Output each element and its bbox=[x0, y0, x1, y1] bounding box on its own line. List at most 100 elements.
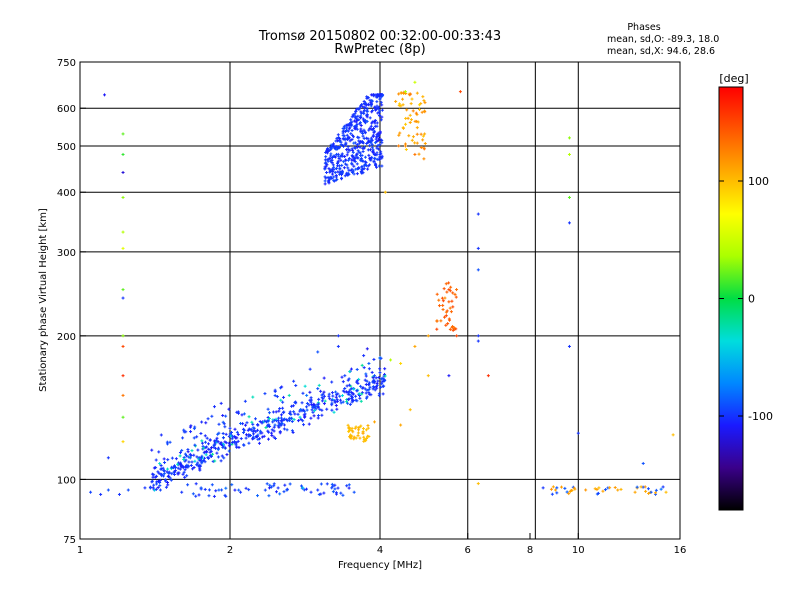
data-point-1085 bbox=[348, 388, 352, 392]
data-point-162-v bbox=[374, 129, 376, 133]
data-point-1200 bbox=[371, 379, 375, 383]
data-point-350-v bbox=[347, 173, 349, 177]
data-point-375-v bbox=[375, 137, 377, 141]
data-point-596-v bbox=[349, 402, 351, 406]
data-point-1232 bbox=[354, 425, 358, 429]
data-point-1305 bbox=[233, 488, 237, 492]
data-point-162 bbox=[373, 129, 377, 133]
data-point-1184-v bbox=[210, 446, 212, 450]
data-point-458 bbox=[374, 95, 378, 99]
data-point-804-v bbox=[203, 451, 205, 455]
data-point-1332-v bbox=[268, 494, 270, 498]
data-point-738 bbox=[372, 385, 376, 389]
data-point-577 bbox=[419, 146, 423, 150]
data-point-1266-v bbox=[452, 291, 454, 295]
data-point-1084 bbox=[256, 423, 260, 427]
data-point-303 bbox=[331, 163, 335, 167]
data-point-1242-v bbox=[353, 437, 355, 441]
data-point-213-v bbox=[371, 110, 373, 114]
data-point-819-v bbox=[156, 482, 158, 486]
data-point-373 bbox=[369, 138, 373, 142]
data-point-25-v bbox=[356, 127, 358, 131]
data-point-1107-v bbox=[222, 436, 224, 440]
data-point-514-v bbox=[339, 139, 341, 143]
data-point-501 bbox=[329, 152, 333, 156]
data-point-283-v bbox=[372, 133, 374, 137]
y-tick-label-6: 600 bbox=[57, 104, 76, 115]
data-point-1377 bbox=[584, 488, 588, 492]
data-point-1021-v bbox=[374, 388, 376, 392]
data-point-1116 bbox=[316, 405, 320, 409]
data-point-710 bbox=[206, 456, 210, 460]
data-point-747 bbox=[174, 457, 178, 461]
data-point-462-v bbox=[361, 167, 363, 171]
data-point-1389 bbox=[641, 485, 645, 489]
data-point-85 bbox=[356, 149, 360, 153]
data-point-1359 bbox=[274, 490, 278, 494]
data-point-730 bbox=[197, 458, 201, 462]
data-point-82 bbox=[345, 137, 349, 141]
data-point-1360-v bbox=[644, 485, 646, 489]
data-point-1195 bbox=[354, 394, 358, 398]
data-point-1135-v bbox=[172, 466, 174, 470]
data-point-540-v bbox=[422, 95, 424, 99]
data-point-339 bbox=[353, 146, 357, 150]
data-point-1367-v bbox=[569, 490, 571, 494]
data-point-1194-v bbox=[372, 380, 374, 384]
data-point-511-v bbox=[351, 115, 353, 119]
data-point-833-v bbox=[188, 460, 190, 464]
data-point-935-v bbox=[183, 430, 185, 434]
data-point-1165-v bbox=[152, 486, 154, 490]
data-point-968 bbox=[347, 390, 351, 394]
data-point-356-v bbox=[360, 140, 362, 144]
data-point-901-v bbox=[365, 391, 367, 395]
data-point-920 bbox=[260, 431, 264, 435]
data-point-457 bbox=[380, 155, 384, 159]
data-point-1190 bbox=[381, 376, 385, 380]
data-point-672 bbox=[310, 403, 314, 407]
data-point-994-v bbox=[349, 370, 351, 374]
data-point-1274 bbox=[444, 323, 448, 327]
data-point-126-v bbox=[369, 163, 371, 167]
data-point-141-v bbox=[339, 172, 341, 176]
data-point-788-v bbox=[359, 396, 361, 400]
data-point-752 bbox=[351, 392, 355, 396]
data-point-670 bbox=[266, 415, 270, 419]
data-point-86-v bbox=[349, 125, 351, 129]
data-point-255 bbox=[336, 159, 340, 163]
data-point-567 bbox=[407, 92, 411, 96]
data-point-1354 bbox=[276, 486, 280, 490]
data-point-575 bbox=[399, 91, 403, 95]
data-point-891 bbox=[358, 394, 362, 398]
data-point-379 bbox=[344, 129, 348, 133]
data-point-304-v bbox=[375, 135, 377, 139]
data-point-898 bbox=[298, 408, 302, 412]
data-point-1328-v bbox=[208, 488, 210, 492]
data-point-442 bbox=[375, 124, 379, 128]
data-point-768 bbox=[189, 430, 193, 434]
data-point-408-v bbox=[330, 147, 332, 151]
data-point-1136 bbox=[379, 356, 383, 360]
data-point-889 bbox=[186, 450, 190, 454]
data-point-1152-v bbox=[378, 394, 380, 398]
data-point-1196 bbox=[197, 456, 201, 460]
data-point-1286 bbox=[435, 327, 439, 331]
data-point-842-v bbox=[381, 382, 383, 386]
data-point-1209-v bbox=[236, 445, 238, 449]
data-point-246 bbox=[372, 131, 376, 135]
data-point-554-v bbox=[412, 109, 414, 113]
data-point-199-v bbox=[346, 163, 348, 167]
data-point-257 bbox=[380, 139, 384, 143]
data-point-1091 bbox=[251, 432, 255, 436]
data-point-179-v bbox=[363, 136, 365, 140]
data-point-1051-v bbox=[273, 429, 275, 433]
data-point-101-v bbox=[333, 165, 335, 169]
data-point-534 bbox=[401, 103, 405, 107]
data-point-1250-v bbox=[357, 431, 359, 435]
data-point-177-v bbox=[329, 170, 331, 174]
data-point-836-v bbox=[229, 432, 231, 436]
data-point-1341 bbox=[265, 482, 269, 486]
data-point-478 bbox=[355, 107, 359, 111]
data-point-868 bbox=[277, 425, 281, 429]
data-point-146 bbox=[342, 144, 346, 148]
